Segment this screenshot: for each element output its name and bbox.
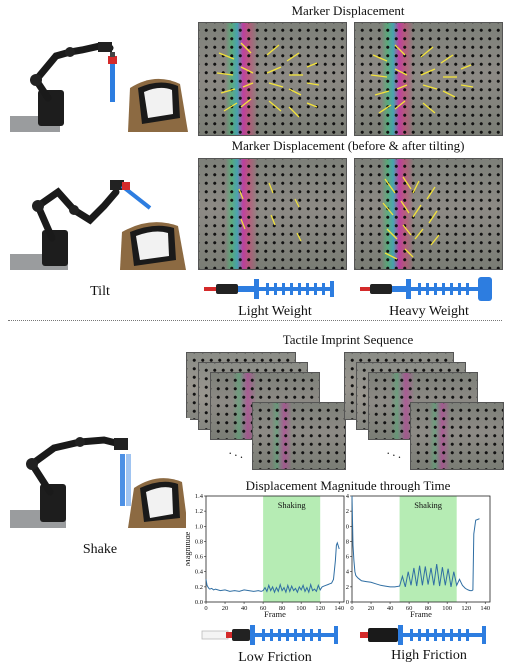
light-weight-label: Light Weight (238, 304, 312, 319)
x-tick-label: 20 (222, 605, 229, 612)
tactile-imprint-sequence-title: Tactile Imprint Sequence (282, 332, 414, 347)
tactile-image-before-after-heavy (354, 158, 503, 270)
imprint-stack-right-4 (410, 402, 504, 470)
low-friction-object (200, 622, 350, 648)
heavy-weight-object (356, 276, 504, 302)
high-friction-label: High Friction (391, 648, 467, 663)
marker-grid (355, 159, 502, 269)
x-tick-label: 0 (350, 605, 353, 612)
heavy-weight-label: Heavy Weight (389, 304, 469, 319)
y-tick-label: 0.6 (195, 554, 204, 561)
series-line (351, 495, 480, 592)
robot-arm-photo-1 (10, 28, 190, 132)
robot-arm-photo-3 (10, 418, 190, 528)
tactile-image-before-after-light (198, 158, 347, 270)
x-tick-label: 80 (425, 605, 432, 612)
section-divider (8, 320, 502, 321)
shake-label: Shake (82, 542, 118, 557)
shaking-band (399, 496, 457, 602)
y-tick-label: 1.2 (195, 508, 203, 515)
y-tick-label: 0.4 (346, 569, 350, 576)
displacement-arrows (216, 42, 320, 118)
x-tick-label: 60 (406, 605, 413, 612)
marker-grid (411, 403, 503, 469)
marker-grid (199, 23, 346, 135)
y-tick-label: 1.2 (346, 508, 349, 515)
x-tick-label: 0 (204, 605, 207, 612)
y-axis-label: Magnitude (186, 531, 192, 566)
y-tick-label: 1.0 (195, 523, 203, 530)
x-tick-label: 80 (279, 605, 286, 612)
displacement-arrows (238, 182, 302, 242)
y-tick-label: 1.0 (346, 523, 349, 530)
tactile-image-marker-2 (354, 22, 503, 136)
y-tick-label: 0.0 (195, 599, 203, 606)
y-tick-label: 1.4 (346, 493, 350, 500)
marker-displacement-title: Marker Displacement (291, 3, 405, 18)
x-tick-label: 140 (480, 605, 490, 612)
x-tick-label: 40 (241, 605, 248, 612)
high-friction-object (356, 622, 504, 648)
tactile-image-marker-1 (198, 22, 347, 136)
marker-grid (253, 403, 345, 469)
y-tick-label: 0.8 (195, 538, 203, 545)
y-tick-label: 0.4 (195, 569, 204, 576)
plot-frame (205, 495, 345, 603)
x-tick-label: 100 (296, 605, 306, 612)
x-axis-label: Frame (410, 609, 432, 618)
displacement-magnitude-title: Displacement Magnitude through Time (245, 478, 451, 493)
y-tick-label: 0.2 (346, 584, 349, 591)
light-weight-object (200, 276, 350, 302)
before-after-tilting-title: Marker Displacement (before & after tilt… (231, 138, 465, 153)
shaking-band-label: Shaking (278, 500, 307, 510)
x-axis-label: Frame (264, 609, 286, 618)
y-tick-label: 0.8 (346, 538, 349, 545)
x-tick-label: 120 (315, 605, 325, 612)
imprint-stack-left-4 (252, 402, 346, 470)
low-friction-label: Low Friction (238, 650, 312, 665)
x-tick-label: 120 (461, 605, 471, 612)
displacement-chart-high-friction: Shaking 0 20 40 60 80 100 120 140 0.0 0.2 0.4 0.6 0.8… (346, 492, 504, 618)
displacement-arrows (382, 176, 440, 260)
plot-frame (351, 495, 491, 603)
marker-grid (355, 23, 502, 135)
x-tick-label: 20 (368, 605, 375, 612)
robot-arm-photo-2 (10, 170, 190, 270)
ellipsis-right: . . . (385, 442, 405, 462)
marker-grid (199, 159, 346, 269)
tilt-label: Tilt (90, 284, 110, 299)
y-tick-label: 0.6 (346, 554, 350, 561)
x-tick-label: 60 (260, 605, 267, 612)
y-tick-label: 0.0 (346, 599, 349, 606)
x-tick-label: 40 (387, 605, 394, 612)
x-tick-label: 100 (442, 605, 452, 612)
series-line (205, 541, 340, 594)
ellipsis-left: . . . (227, 442, 247, 462)
shaking-band-label: Shaking (414, 500, 443, 510)
y-tick-label: 1.4 (195, 493, 204, 500)
y-tick-label: 0.2 (195, 584, 203, 591)
displacement-arrows (370, 44, 474, 114)
x-tick-label: 140 (334, 605, 344, 612)
